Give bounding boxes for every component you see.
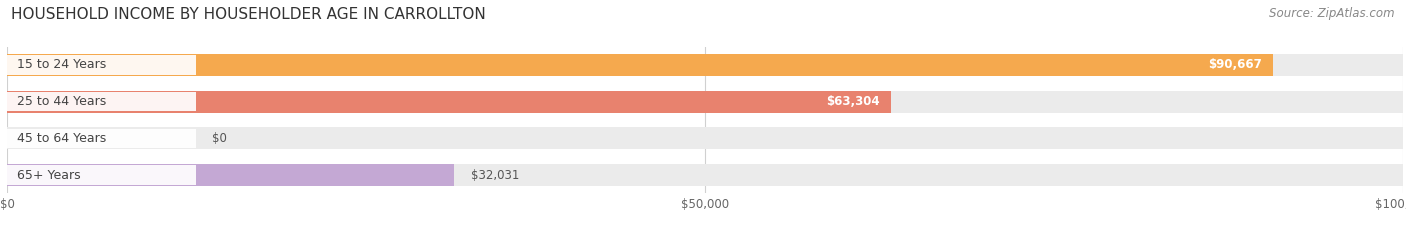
Text: 45 to 64 Years: 45 to 64 Years xyxy=(17,132,105,145)
Bar xyxy=(7,164,454,186)
Text: $32,031: $32,031 xyxy=(471,168,519,182)
Bar xyxy=(7,129,195,148)
Text: $90,667: $90,667 xyxy=(1208,58,1261,72)
Text: 65+ Years: 65+ Years xyxy=(17,168,80,182)
Bar xyxy=(7,127,1403,149)
Text: 25 to 44 Years: 25 to 44 Years xyxy=(17,95,105,108)
Bar xyxy=(7,164,1403,186)
Bar xyxy=(7,91,1403,113)
Text: $0: $0 xyxy=(212,132,228,145)
Text: $63,304: $63,304 xyxy=(827,95,880,108)
Bar xyxy=(7,54,1403,76)
Text: 15 to 24 Years: 15 to 24 Years xyxy=(17,58,105,72)
Text: Source: ZipAtlas.com: Source: ZipAtlas.com xyxy=(1270,7,1395,20)
Bar xyxy=(7,91,891,113)
Bar xyxy=(7,54,1272,76)
Bar xyxy=(7,92,195,111)
Bar xyxy=(7,165,195,185)
Text: HOUSEHOLD INCOME BY HOUSEHOLDER AGE IN CARROLLTON: HOUSEHOLD INCOME BY HOUSEHOLDER AGE IN C… xyxy=(11,7,486,22)
Bar xyxy=(7,55,195,75)
